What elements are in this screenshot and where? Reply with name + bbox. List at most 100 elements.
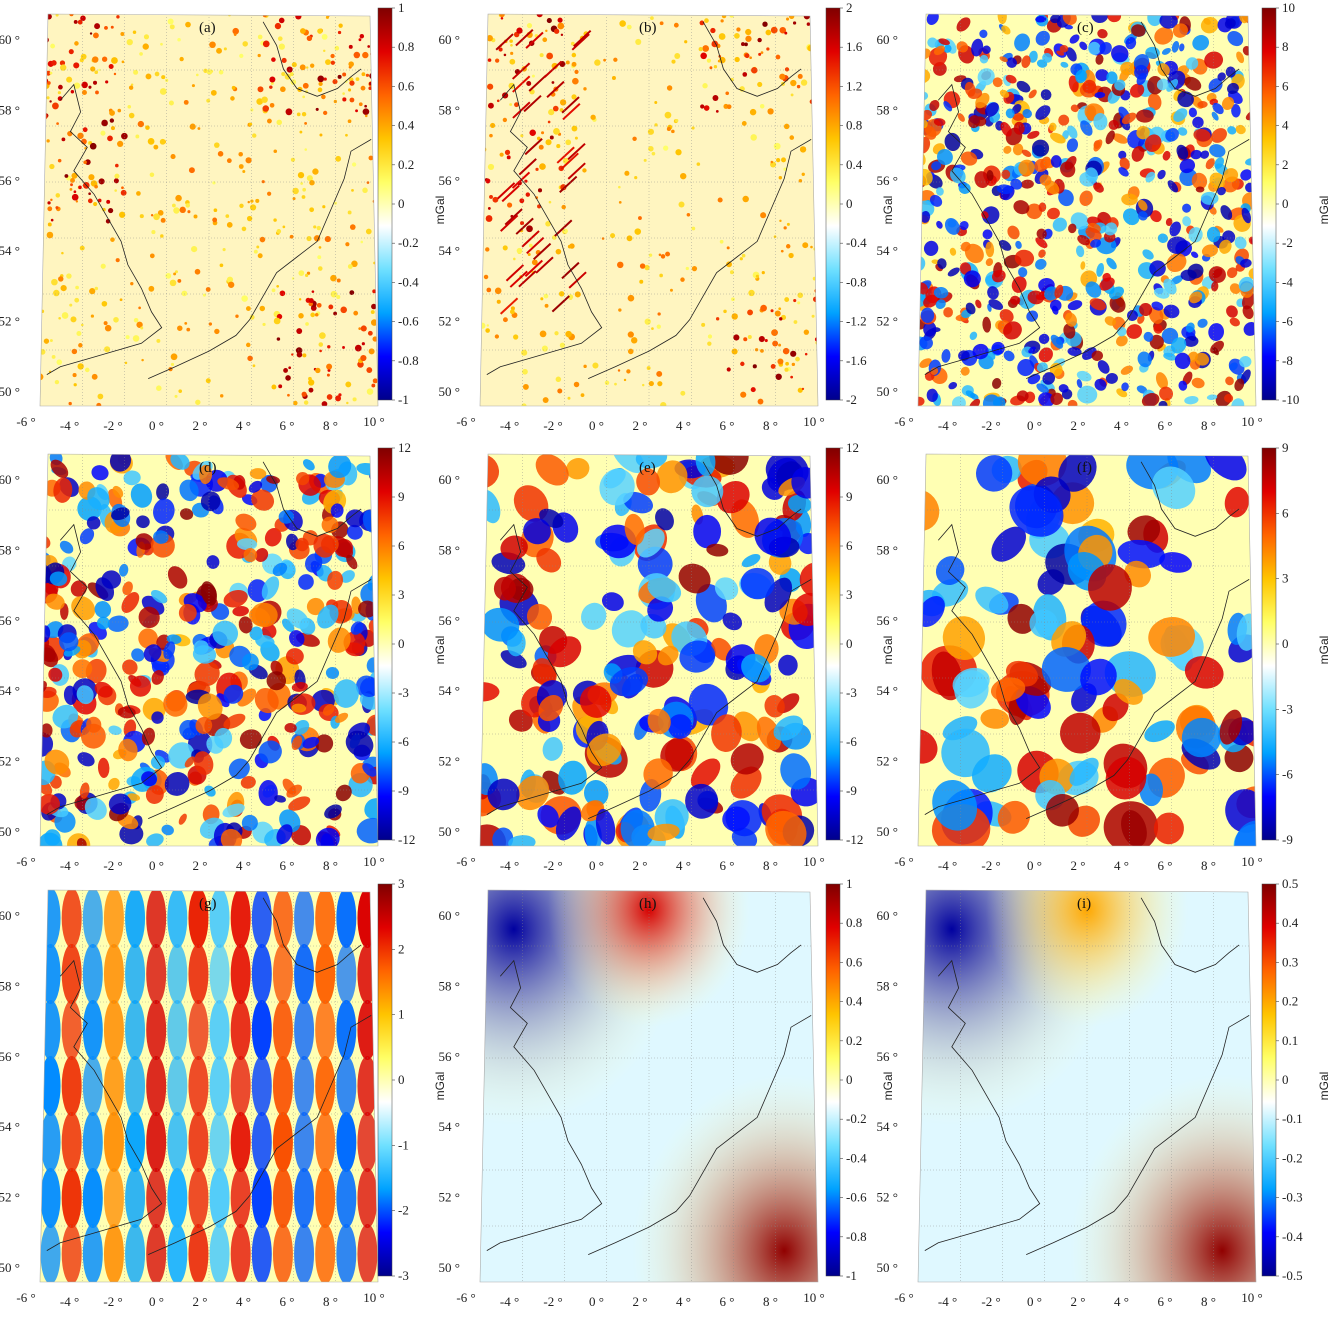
lon-label: 6 °: [280, 858, 295, 873]
lat-label: 52 °: [439, 314, 460, 329]
lat-label: 58 °: [877, 978, 898, 993]
coastline: [1026, 1015, 1250, 1255]
lon-label: 2 °: [1071, 858, 1086, 873]
lat-label: 50 °: [439, 824, 460, 839]
lon-label: 6 °: [1158, 1294, 1173, 1309]
lat-label: 52 °: [877, 754, 898, 769]
colorbar-tick: -3: [398, 1268, 409, 1283]
lon-label: 10 °: [1241, 854, 1262, 869]
colorbar-tick: -0.8: [846, 274, 867, 289]
coastline: [148, 139, 372, 379]
lon-label: 4 °: [676, 418, 691, 433]
colorbar-tick: 12: [398, 440, 411, 455]
lat-label: 52 °: [439, 754, 460, 769]
colorbar-tick: -0.4: [846, 1150, 867, 1165]
panel-label: (e): [639, 460, 656, 476]
map-field: [480, 454, 818, 846]
coastline: [46, 959, 163, 1251]
coastline: [588, 139, 812, 379]
lat-label: 56 °: [877, 173, 898, 188]
lon-label: -2 °: [981, 1294, 1000, 1309]
lon-label: 6 °: [280, 418, 295, 433]
colorbar: 12 9 6 3 0 -3 -6 -9 -12 mGal: [825, 440, 895, 847]
lon-label: 10 °: [1241, 1290, 1262, 1305]
lon-label: -6 °: [16, 1290, 35, 1305]
colorbar-tick: 3: [1282, 571, 1289, 586]
colorbar-tick: 9: [398, 489, 405, 504]
colorbar-tick: 8: [1282, 39, 1289, 54]
lon-label: -4 °: [938, 1294, 957, 1309]
colorbar-tick: -0.4: [1282, 1229, 1303, 1244]
lat-label: 54 °: [0, 243, 20, 258]
lon-label: 8 °: [1201, 418, 1216, 433]
lon-label: 4 °: [1114, 858, 1129, 873]
lat-label: 50 °: [877, 824, 898, 839]
lon-label: 10 °: [803, 414, 824, 429]
coastline: [924, 523, 1041, 815]
panel-label: (d): [199, 460, 217, 476]
lon-label: 10 °: [363, 1290, 384, 1305]
lat-label: 60 °: [877, 32, 898, 47]
map-field: [40, 454, 378, 846]
lon-label: 8 °: [323, 858, 338, 873]
colorbar-tick: 6: [398, 538, 405, 553]
lat-label: 50 °: [0, 384, 20, 399]
colorbar-tick: -12: [846, 832, 863, 847]
lat-label: 58 °: [877, 102, 898, 117]
lat-label: 52 °: [877, 314, 898, 329]
colorbar-tick: 0.2: [846, 1033, 862, 1048]
lon-label: -2 °: [103, 858, 122, 873]
panel-c: (c)60 °58 °56 °54 °52 °50 °-6 ° -4 ° -2 ° 0…: [877, 0, 1331, 433]
colorbar-tick: -0.5: [1282, 1268, 1303, 1283]
lon-label: -2 °: [981, 858, 1000, 873]
colorbar-tick: 0.2: [1282, 994, 1298, 1009]
colorbar-tick: -3: [1282, 701, 1293, 716]
panel-label: (b): [639, 20, 657, 36]
colorbar-tick: 3: [398, 587, 405, 602]
colorbar: 2 1.6 1.2 0.8 0.4 0 -0.4 -0.8 -1.2 -1.6 -2 mGal: [825, 0, 895, 407]
lat-label: 56 °: [877, 1049, 898, 1064]
colorbar-tick: 0.4: [846, 994, 863, 1009]
coastline: [46, 83, 163, 375]
lon-label: 2 °: [1071, 1294, 1086, 1309]
colorbar-tick: 4: [1282, 118, 1289, 133]
coastline: [486, 523, 603, 815]
colorbar-tick: -9: [846, 783, 857, 798]
colorbar-tick: -0.2: [846, 1111, 867, 1126]
lat-label: 54 °: [439, 1119, 460, 1134]
colorbar-tick: -8: [1282, 353, 1293, 368]
colorbar-tick: -1: [398, 1137, 409, 1152]
lon-label: 4 °: [236, 418, 251, 433]
lat-label: 58 °: [439, 102, 460, 117]
lon-label: 2 °: [633, 1294, 648, 1309]
colorbar-tick: -3: [846, 685, 857, 700]
colorbar-tick: 2: [1282, 157, 1289, 172]
lon-label: 2 °: [193, 1294, 208, 1309]
colorbar-tick: -2: [846, 392, 857, 407]
colorbar-tick: 0: [846, 1072, 853, 1087]
lon-label: -4 °: [500, 418, 519, 433]
lon-label: -2 °: [981, 418, 1000, 433]
coastline: [702, 461, 802, 537]
colorbar: 1 0.8 0.6 0.4 0.2 0 -0.2 -0.4 -0.6 -0.8 -1 mGal: [377, 0, 447, 407]
lon-label: 10 °: [803, 854, 824, 869]
lon-label: 0 °: [589, 1294, 604, 1309]
colorbar-tick: -10: [1282, 392, 1299, 407]
lon-label: -4 °: [938, 858, 957, 873]
lat-label: 60 °: [877, 908, 898, 923]
lat-label: 56 °: [0, 613, 20, 628]
lat-label: 54 °: [877, 683, 898, 698]
colorbar-tick: -0.8: [398, 353, 419, 368]
coastline: [46, 523, 163, 815]
colorbar-tick: 0.6: [846, 954, 863, 969]
lon-label: 8 °: [763, 1294, 778, 1309]
lon-label: -6 °: [894, 854, 913, 869]
lon-label: -4 °: [500, 1294, 519, 1309]
lat-label: 60 °: [0, 32, 20, 47]
lon-label: 0 °: [1027, 858, 1042, 873]
colorbar-tick: 0.8: [398, 39, 414, 54]
coastline: [924, 959, 1041, 1251]
lat-label: 50 °: [439, 384, 460, 399]
lat-label: 58 °: [439, 978, 460, 993]
